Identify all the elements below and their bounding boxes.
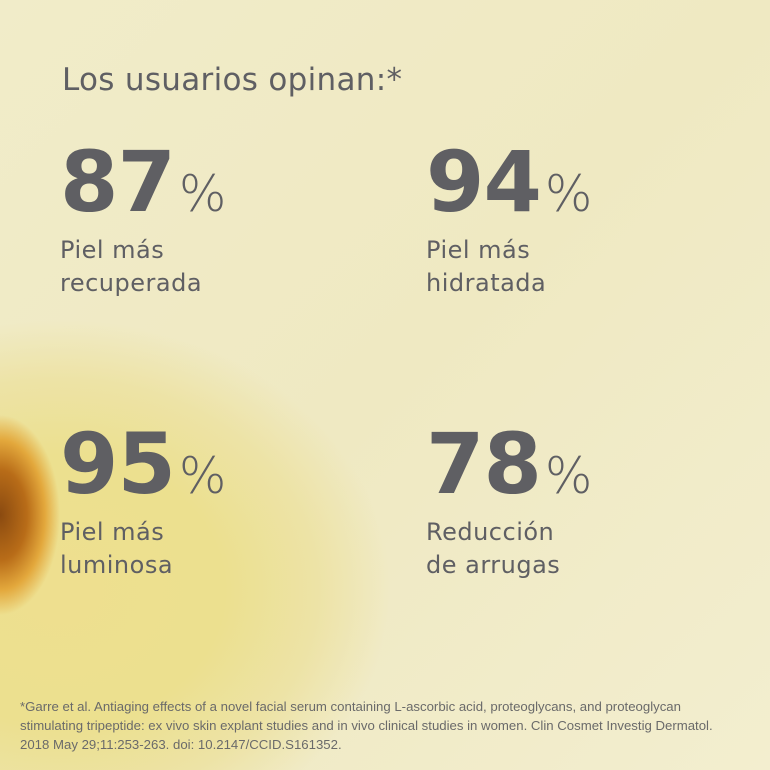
stat-label-line1: Piel más (426, 236, 531, 264)
footnote-citation: *Garre et al. Antiaging effects of a nov… (20, 699, 713, 752)
stat-hidratada: 94% Piel más hidratada (426, 140, 592, 300)
stat-value: 95 (60, 415, 176, 513)
stat-label-line2: de arrugas (426, 551, 561, 579)
stat-unit: % (544, 447, 593, 505)
stat-label-line2: recuperada (60, 269, 203, 297)
stat-unit: % (178, 447, 227, 505)
stat-arrugas: 78% Reducción de arrugas (426, 422, 592, 582)
stat-unit: % (544, 165, 593, 223)
stat-label-line2: hidratada (426, 269, 547, 297)
stat-luminosa: 95% Piel más luminosa (60, 422, 226, 582)
stat-value: 94 (426, 133, 542, 231)
stat-recuperada: 87% Piel más recuperada (60, 140, 226, 300)
page-title: Los usuarios opinan:* (62, 62, 403, 98)
stat-value: 87 (60, 133, 176, 231)
stat-label-line1: Piel más (60, 236, 165, 264)
stat-label-line2: luminosa (60, 551, 174, 579)
stat-label-line1: Reducción (426, 518, 555, 546)
stat-label-line1: Piel más (60, 518, 165, 546)
stat-unit: % (178, 165, 227, 223)
stat-value: 78 (426, 415, 542, 513)
